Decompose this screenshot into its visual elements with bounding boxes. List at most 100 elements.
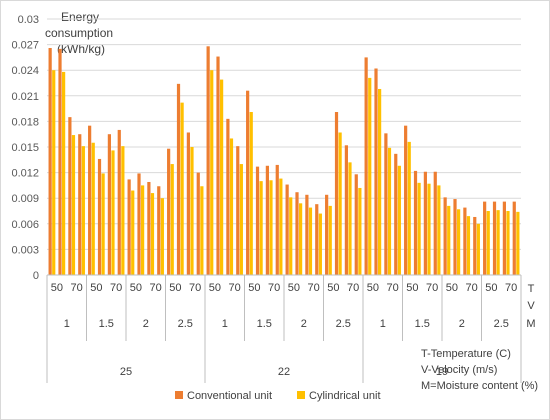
bar-cylindrical (249, 112, 253, 275)
y-tick-label: 0.021 (11, 91, 39, 103)
velocity-label: 2.5 (494, 318, 509, 330)
bar-cylindrical (348, 162, 352, 275)
y-axis-title-line: (kWh/kg) (57, 42, 105, 56)
bar-cylindrical (427, 183, 431, 275)
level-label-t: T (528, 283, 535, 295)
bar-cylindrical (150, 193, 155, 275)
bar-cylindrical (447, 205, 451, 275)
bar-conventional (512, 201, 516, 275)
bar-conventional (97, 158, 102, 275)
bar-conventional (176, 83, 181, 275)
bar-conventional (374, 68, 378, 275)
level-labels: T V M (526, 283, 535, 330)
bar-cylindrical (476, 223, 480, 275)
bar-cylindrical (269, 180, 273, 275)
bar-cylindrical (52, 70, 56, 275)
bar-cylindrical (368, 77, 372, 275)
y-axis-ticks: 0 0.003 0.006 0.009 0.012 0.015 0.018 0.021 0.02… (11, 14, 39, 282)
bar-conventional (88, 125, 92, 276)
moisture-label: 70 (308, 282, 320, 294)
level-label-v: V (527, 300, 535, 312)
bar-cylindrical (279, 178, 283, 275)
bar-cylindrical (299, 203, 303, 275)
bar-conventional (226, 118, 230, 275)
y-axis-title-line: consumption (45, 26, 113, 40)
bar-cylindrical (516, 211, 520, 275)
legend-label-conventional: Conventional unit (187, 390, 272, 402)
moisture-label: 50 (446, 282, 458, 294)
moisture-label: 50 (485, 282, 497, 294)
bar-conventional (443, 197, 447, 275)
moisture-label: 70 (229, 282, 241, 294)
bar-cylindrical (111, 150, 115, 275)
note-velocity: V-Velocity (m/s) (421, 364, 497, 376)
bar-conventional (394, 153, 398, 275)
bar-conventional (186, 132, 190, 275)
y-axis-title: Energy consumption (kWh/kg) (45, 10, 113, 56)
moisture-label: 50 (130, 282, 142, 294)
note-moisture: M=Moisture content (%) (421, 380, 538, 392)
bar-cylindrical (338, 132, 342, 275)
bar-conventional (58, 48, 62, 275)
legend: Conventional unit Cylindrical unit (175, 390, 381, 402)
bar-conventional (404, 125, 408, 276)
moisture-label: 70 (71, 282, 83, 294)
y-tick-label: 0.03 (18, 14, 39, 26)
moisture-label: 50 (90, 282, 102, 294)
bar-conventional (305, 194, 309, 275)
moisture-label: 50 (51, 282, 63, 294)
bar-cylindrical (91, 142, 95, 275)
moisture-label: 70 (150, 282, 162, 294)
bar-conventional (78, 134, 82, 275)
bar-conventional (344, 145, 348, 275)
bar-cylindrical (486, 211, 490, 275)
y-tick-label: 0.006 (11, 219, 39, 231)
bar-cylindrical (397, 165, 401, 275)
bar-cylindrical (289, 197, 293, 275)
bar-cylindrical (308, 207, 313, 275)
bar-cylindrical (457, 209, 461, 275)
bar-cylindrical (229, 138, 234, 275)
moisture-label: 70 (387, 282, 399, 294)
temperature-label: 22 (278, 366, 290, 378)
moisture-label: 70 (189, 282, 201, 294)
bar-cylindrical (496, 210, 500, 275)
moisture-label: 50 (288, 282, 300, 294)
temperature-label: 25 (120, 366, 132, 378)
bar-cylindrical (259, 181, 263, 275)
velocity-label: 1.5 (415, 318, 430, 330)
bar-conventional (137, 173, 141, 275)
moisture-label: 70 (110, 282, 122, 294)
bar-conventional (265, 165, 269, 275)
bar-conventional (246, 90, 250, 276)
legend-swatch-conventional (175, 391, 183, 399)
velocity-label: 1 (64, 318, 70, 330)
bar-cylindrical (71, 135, 76, 275)
y-tick-label: 0.024 (11, 65, 39, 77)
moisture-label: 50 (367, 282, 379, 294)
bar-conventional (157, 186, 161, 275)
velocity-label: 2.5 (336, 318, 351, 330)
bar-cylindrical (210, 70, 214, 275)
temperature-label: 19 (436, 366, 448, 378)
variable-notes: T-Temperature (C) V-Velocity (m/s) M=Moi… (421, 348, 538, 392)
bar-cylindrical (141, 185, 145, 275)
bar-cylindrical (190, 147, 194, 275)
bar-cylindrical (62, 71, 66, 275)
bars (48, 46, 520, 276)
moisture-label: 50 (169, 282, 181, 294)
bar-conventional (275, 164, 279, 275)
bar-cylindrical (121, 146, 125, 275)
bar-conventional (255, 166, 260, 275)
bar-cylindrical (506, 211, 510, 275)
legend-label-cylindrical: Cylindrical unit (309, 390, 381, 402)
bar-conventional (216, 56, 220, 276)
legend-swatch-cylindrical (297, 391, 305, 399)
bar-conventional (295, 192, 299, 275)
bar-conventional (68, 117, 72, 275)
bar-cylindrical (81, 146, 85, 275)
bar-conventional (315, 204, 319, 275)
y-tick-label: 0 (33, 270, 39, 282)
